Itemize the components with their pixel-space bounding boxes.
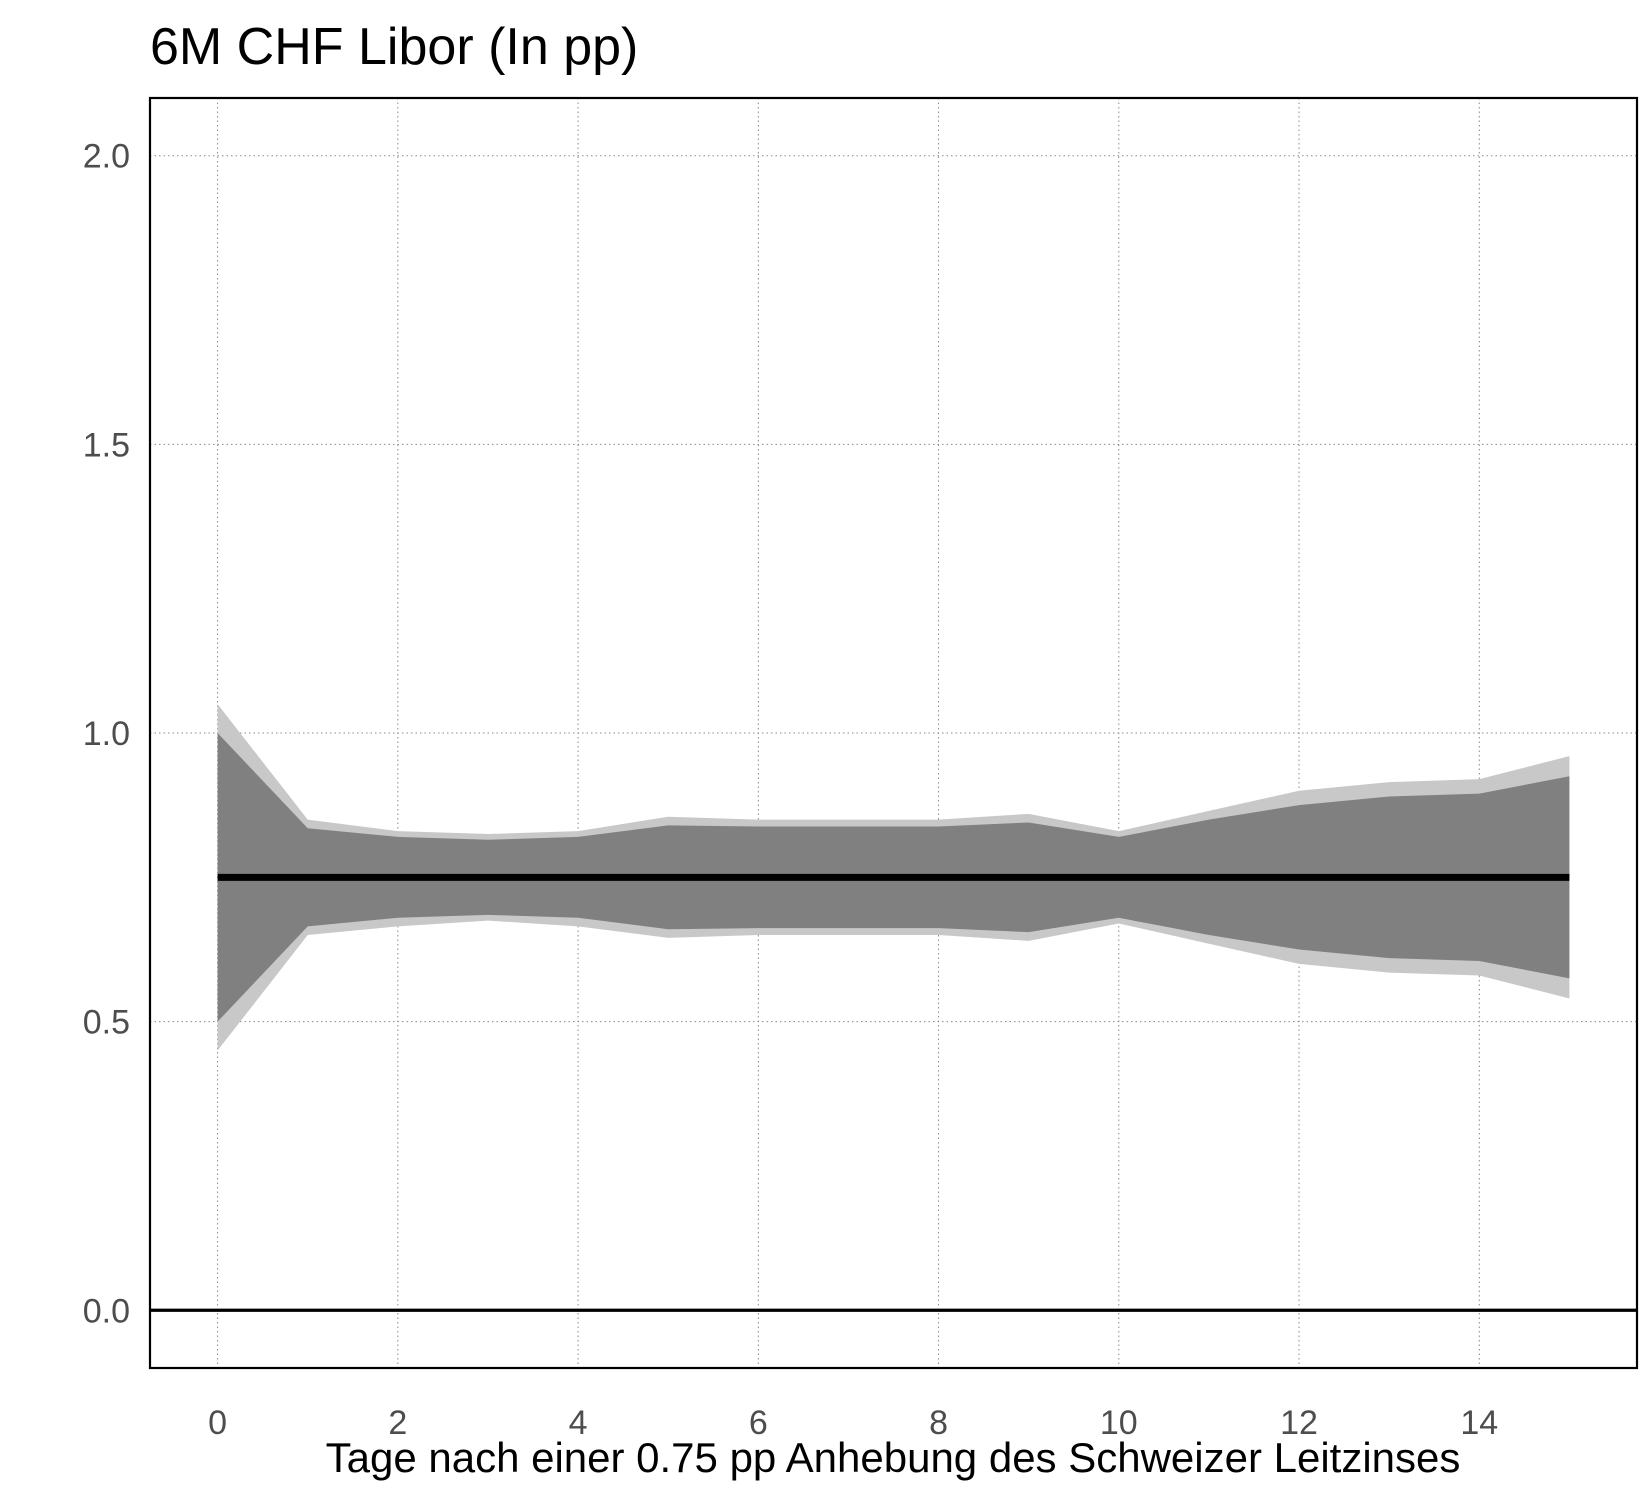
x-axis-label: Tage nach einer 0.75 pp Anhebung des Sch… <box>326 1434 1461 1481</box>
plot-panel-border <box>148 96 1639 1370</box>
x-tick-label-10: 10 <box>1100 1404 1138 1442</box>
y-tick-label-2.0: 2.0 <box>83 138 130 176</box>
y-tick-label-1.0: 1.0 <box>83 715 130 753</box>
chart-title: 6M CHF Libor (In pp) <box>150 18 638 76</box>
x-tick-label-2: 2 <box>388 1404 407 1442</box>
x-tick-label-6: 6 <box>749 1404 768 1442</box>
y-tick-label-0.5: 0.5 <box>83 1004 130 1042</box>
x-tick-label-8: 8 <box>929 1404 948 1442</box>
line-layer <box>150 873 1637 1312</box>
y-tick-label-0.0: 0.0 <box>83 1292 130 1330</box>
x-tick-label-14: 14 <box>1460 1404 1498 1442</box>
x-tick-label-12: 12 <box>1280 1404 1318 1442</box>
grid-layer <box>150 98 1637 1368</box>
tick-layer: 0 2 4 6 8 10 12 14 0.0 0.5 1.0 1.5 2.0 <box>83 138 1498 1442</box>
x-tick-label-4: 4 <box>569 1404 588 1442</box>
y-tick-label-1.5: 1.5 <box>83 426 130 464</box>
x-tick-label-0: 0 <box>208 1404 227 1442</box>
